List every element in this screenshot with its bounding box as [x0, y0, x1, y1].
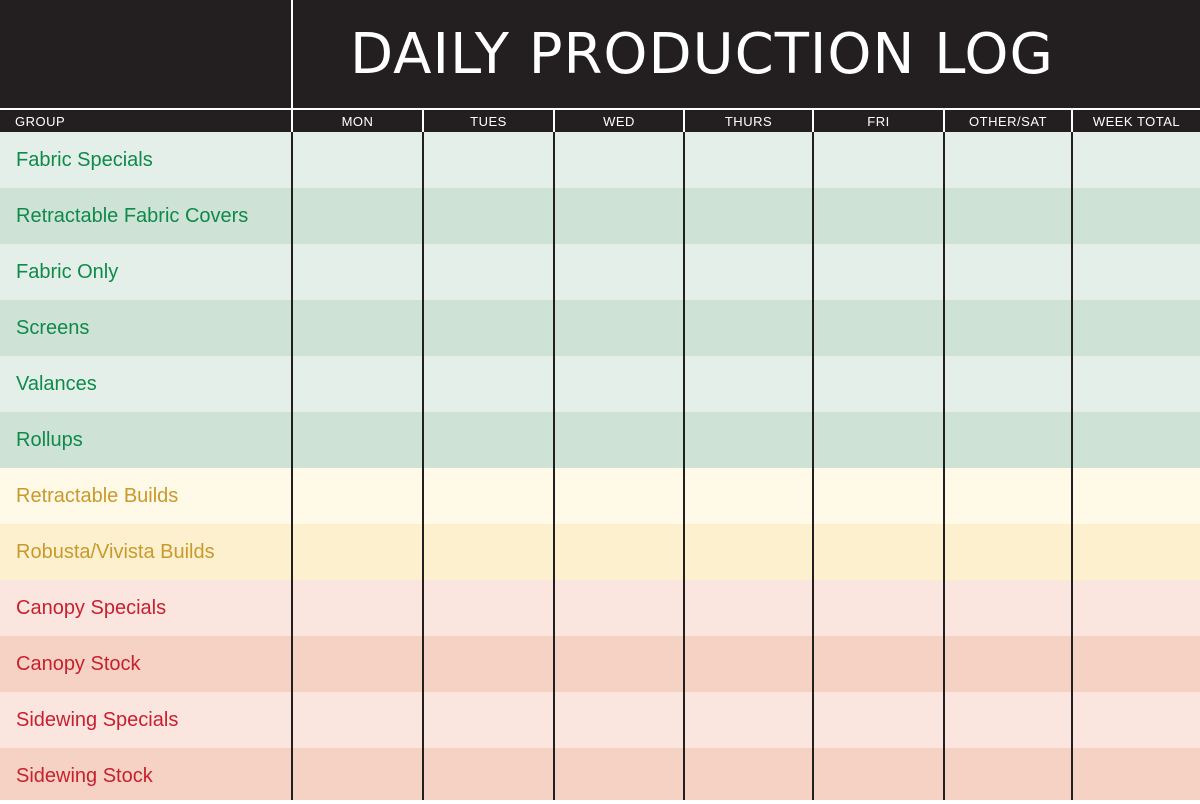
title-band [0, 0, 1200, 108]
title-divider [291, 0, 293, 132]
column-divider [812, 132, 814, 800]
table-row: Rollups [0, 412, 1200, 468]
row-label: Sidewing Stock [16, 765, 153, 787]
table-row: Canopy Specials [0, 580, 1200, 636]
header-divider [683, 110, 685, 132]
row-label: Fabric Specials [16, 149, 153, 171]
header-mon: MON [341, 114, 374, 129]
header-other-sat: OTHER/SAT [969, 114, 1047, 129]
row-label: Valances [16, 373, 97, 395]
table-row: Valances [0, 356, 1200, 412]
table-row: Canopy Stock [0, 636, 1200, 692]
table-row: Retractable Fabric Covers [0, 188, 1200, 244]
table-row: Fabric Only [0, 244, 1200, 300]
header-row: GROUP MON TUES WED THURS FRI OTHER/SAT W… [0, 108, 1200, 132]
table-row: Robusta/Vivista Builds [0, 524, 1200, 580]
table-row: Retractable Builds [0, 468, 1200, 524]
row-label: Robusta/Vivista Builds [16, 541, 215, 563]
header-week-total: WEEK TOTAL [1092, 114, 1181, 129]
header-wed: WED [603, 114, 635, 129]
column-divider [943, 132, 945, 800]
table-row: Sidewing Stock [0, 748, 1200, 800]
table-row: Sidewing Specials [0, 692, 1200, 748]
column-divider [683, 132, 685, 800]
column-divider [1071, 132, 1073, 800]
table-row: Screens [0, 300, 1200, 356]
header-divider [553, 110, 555, 132]
row-label: Sidewing Specials [16, 709, 179, 731]
row-label: Retractable Fabric Covers [16, 205, 249, 227]
row-label: Retractable Builds [16, 485, 179, 507]
header-divider [422, 110, 424, 132]
header-group: GROUP [15, 114, 66, 129]
row-label: Fabric Only [16, 261, 119, 283]
table-row: Fabric Specials [0, 132, 1200, 188]
header-tues: TUES [470, 114, 507, 129]
header-fri: FRI [867, 114, 890, 129]
row-label: Canopy Specials [16, 597, 167, 619]
row-label: Screens [16, 317, 90, 339]
column-divider [291, 132, 293, 800]
header-divider [1071, 110, 1073, 132]
row-label: Canopy Stock [16, 653, 141, 675]
header-divider [812, 110, 814, 132]
header-thurs: THURS [724, 114, 773, 129]
log-table-body: Fabric Specials Retractable Fabric Cover… [0, 132, 1200, 800]
row-label: Rollups [16, 429, 83, 451]
page-title: DAILY PRODUCTION LOG [350, 22, 1054, 87]
column-divider [553, 132, 555, 800]
header-divider [943, 110, 945, 132]
column-divider [422, 132, 424, 800]
